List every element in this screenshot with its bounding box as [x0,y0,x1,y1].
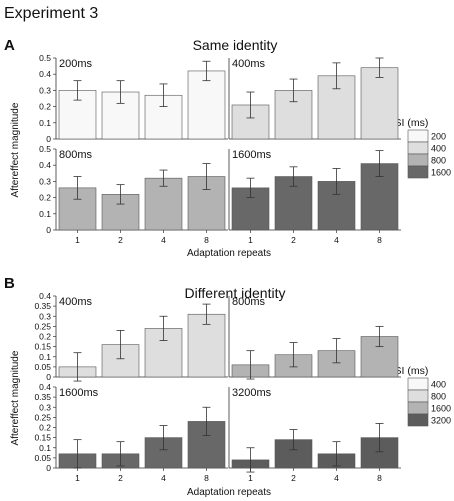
subplot: 00.050.10.150.20.250.30.350.4 1 2 4 8 1600ms [34,382,228,483]
y-tick-label: 0.4 [39,160,51,170]
panel-b-title: Different identity [185,285,286,301]
subplot-title: 3200ms [232,387,272,399]
legend-label: 800 [431,392,446,402]
x-tick-label: 4 [161,235,166,245]
panel-a-title: Same identity [193,37,278,53]
y-tick-label: 0.15 [34,342,51,352]
legend-title: ISI (ms) [392,365,429,377]
subplot: 800ms [228,296,401,380]
x-tick-label: 1 [75,235,80,245]
y-tick-label: 0.05 [34,453,51,463]
y-tick-label: 0.4 [39,291,51,301]
y-tick-label: 0 [46,134,51,144]
legend-swatch-400 [407,377,429,391]
subplot-title: 800ms [232,296,266,308]
subplot: 0 0.1 0.2 0.3 0.4 0.5 200ms [39,53,228,144]
panel-b-x-axis-label: Adaptation repeats [187,487,271,498]
subplot-title: 1600ms [232,149,272,161]
y-tick-label: 0.1 [39,118,51,128]
y-tick-label: 0.5 [39,144,51,154]
y-tick-label: 0.4 [39,69,51,79]
y-tick-label: 0.2 [39,193,51,203]
legend-swatch-800 [407,153,429,167]
bar [317,350,356,378]
x-tick-label: 1 [248,473,253,483]
subplot-title: 800ms [59,149,93,161]
legend-label: 400 [431,380,446,390]
bar [187,70,226,140]
legend-swatch-1600 [407,401,429,415]
legend-swatch-1600 [407,165,429,179]
x-tick-label: 4 [161,473,166,483]
y-tick-label: 0.5 [39,53,51,63]
panel-a-y-axis-label: Aftereffect magnitude [10,102,21,197]
y-tick-label: 0.3 [39,176,51,186]
y-tick-label: 0.3 [39,311,51,321]
x-tick-label: 2 [291,235,296,245]
x-tick-label: 2 [118,235,123,245]
x-tick-label: 8 [204,473,209,483]
x-tick-label: 1 [248,235,253,245]
y-tick-label: 0.05 [34,362,51,372]
y-tick-label: 0.25 [34,321,51,331]
subplot: 400ms [228,57,401,140]
y-tick-label: 0 [46,463,51,473]
panel-b-letter: B [4,275,15,292]
y-tick-label: 0.4 [39,382,51,392]
legend-label: 400 [431,144,446,154]
legend-swatch-3200 [407,413,429,427]
legend-different-identity: ISI (ms) 400 800 1600 3200 [392,365,451,427]
legend-swatch-200 [407,129,429,143]
y-tick-label: 0.3 [39,85,51,95]
legend-swatch-400 [407,141,429,155]
x-tick-label: 1 [75,473,80,483]
subplot: 1 2 4 8 3200ms [228,387,401,483]
subplot-title: 400ms [59,296,93,308]
legend-label: 1600 [431,168,451,178]
x-tick-label: 4 [334,235,339,245]
y-tick-label: 0.2 [39,332,51,342]
subplots: 00.10.20.30.40.5 200ms 400ms00.10.20.30.40… [34,53,401,483]
y-tick-label: 0.2 [39,423,51,433]
y-tick-label: 0.1 [39,209,51,219]
legend-swatch-800 [407,389,429,403]
subplot: 00.050.10.150.20.250.30.350.4 400ms [34,291,228,382]
legend-label: 200 [431,132,446,142]
x-tick-label: 4 [334,473,339,483]
y-tick-label: 0.25 [34,412,51,422]
subplot-title: 400ms [232,58,266,70]
y-tick-label: 0.35 [34,301,51,311]
panel-b-y-axis-label: Aftereffect magnitude [10,350,21,445]
figure-title: Experiment 3 [4,5,98,22]
x-tick-label: 8 [204,235,209,245]
x-tick-label: 2 [118,473,123,483]
legend-label: 1600 [431,404,451,414]
panel-a-letter: A [4,37,15,54]
y-tick-label: 0.2 [39,102,51,112]
subplot-title: 200ms [59,58,93,70]
x-tick-label: 8 [377,473,382,483]
subplot-title: 1600ms [59,387,99,399]
y-tick-label: 0.35 [34,392,51,402]
legend-title: ISI (ms) [392,117,429,129]
legend-same-identity: ISI (ms) 200 400 800 1600 [392,117,451,179]
y-tick-label: 0.3 [39,402,51,412]
bar [360,67,399,140]
legend-label: 3200 [431,416,451,426]
y-tick-label: 0.15 [34,433,51,443]
panel-a-x-axis-label: Adaptation repeats [187,248,271,259]
legend-label: 800 [431,156,446,166]
x-tick-label: 2 [291,473,296,483]
subplot: 1 2 4 8 1600ms [228,149,401,245]
y-tick-label: 0 [46,372,51,382]
x-tick-label: 8 [377,235,382,245]
subplot: 0 0.1 0.2 0.3 0.4 0.5 1 2 4 8 800ms [39,144,228,245]
y-tick-label: 0.1 [39,443,51,453]
y-tick-label: 0.1 [39,352,51,362]
y-tick-label: 0 [46,225,51,235]
bar [274,439,313,469]
